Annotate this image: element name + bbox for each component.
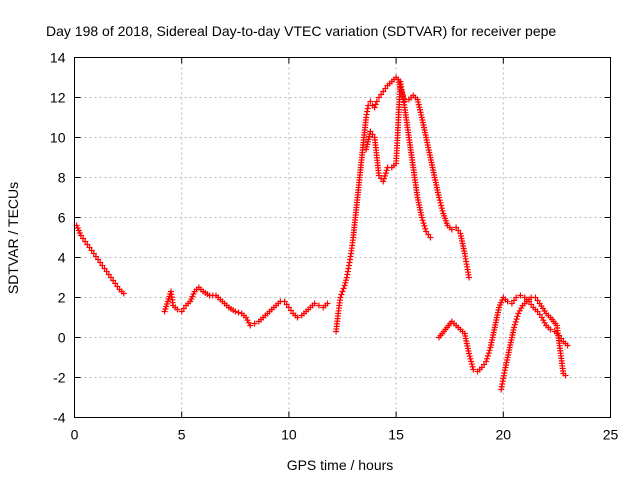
data-points (73, 74, 571, 393)
data-point (247, 322, 254, 329)
y-axis-label: SDTVAR / TECUs (5, 182, 21, 294)
data-point (339, 288, 346, 295)
data-point (437, 199, 444, 206)
y-tick-label: -2 (53, 370, 66, 386)
chart-title: Day 198 of 2018, Sidereal Day-to-day VTE… (46, 23, 556, 39)
data-point (294, 314, 301, 321)
data-point (465, 350, 472, 357)
y-tick-label: 8 (58, 170, 66, 186)
data-point (427, 234, 434, 241)
plot-frame (74, 57, 611, 418)
x-tick-label: 20 (496, 427, 512, 443)
y-tick-label: 12 (50, 90, 66, 106)
data-point (513, 294, 520, 301)
data-point (483, 358, 490, 365)
data-point (372, 101, 379, 108)
data-point (486, 347, 493, 354)
data-point (340, 285, 347, 292)
y-tick-label: -4 (53, 410, 66, 426)
data-point (120, 290, 127, 297)
data-point (381, 172, 388, 179)
x-tick-label: 0 (71, 427, 79, 443)
data-point (564, 342, 571, 349)
y-tick-label: 4 (58, 250, 66, 266)
data-point (371, 104, 378, 111)
y-tick-label: 2 (58, 290, 66, 306)
y-tick-label: 0 (58, 330, 66, 346)
data-point (422, 225, 429, 232)
y-tick-labels: -4 -2 0 2 4 6 8 10 12 14 (50, 50, 66, 426)
data-point (514, 313, 521, 320)
x-tick-label: 10 (281, 427, 297, 443)
data-point (382, 170, 389, 177)
y-tick-label: 14 (50, 50, 66, 66)
grid (74, 57, 611, 418)
data-point (511, 321, 518, 328)
data-point (485, 350, 492, 357)
data-point (439, 207, 446, 214)
data-point (470, 366, 477, 373)
x-tick-label: 25 (603, 427, 619, 443)
data-point (562, 372, 569, 379)
data-point (338, 291, 345, 298)
data-point (465, 274, 472, 281)
data-point (311, 300, 318, 307)
data-point (513, 316, 520, 323)
x-tick-label: 15 (388, 427, 404, 443)
data-point (324, 300, 331, 307)
data-point (469, 363, 476, 370)
x-tick-labels: 0 5 10 15 20 25 (71, 427, 619, 443)
x-tick-label: 5 (178, 427, 186, 443)
y-tick-label: 6 (58, 210, 66, 226)
data-point (174, 306, 181, 313)
data-point (380, 178, 387, 185)
data-point (418, 214, 425, 221)
data-point (468, 358, 475, 365)
data-point (373, 98, 380, 105)
data-point (466, 353, 473, 360)
data-point (436, 197, 443, 204)
data-point (337, 294, 344, 301)
data-point (435, 194, 442, 201)
axis-ticks (74, 57, 611, 418)
data-point (381, 175, 388, 182)
data-point (315, 302, 322, 309)
data-point (438, 202, 445, 209)
data-point (438, 205, 445, 212)
data-point (232, 308, 239, 315)
x-axis-label: GPS time / hours (287, 457, 394, 473)
data-point (235, 309, 242, 316)
data-point (342, 279, 349, 286)
data-point (468, 361, 475, 368)
data-point (251, 320, 258, 327)
data-point (343, 277, 350, 284)
data-point (383, 167, 390, 174)
data-point (517, 292, 524, 299)
data-point (421, 222, 428, 229)
data-point (484, 352, 491, 359)
data-point (341, 282, 348, 289)
data-point (504, 298, 511, 305)
y-tick-label: 10 (50, 130, 66, 146)
data-point (448, 226, 455, 233)
data-point (467, 355, 474, 362)
data-point (547, 326, 554, 333)
data-point (484, 355, 491, 362)
data-point (512, 318, 519, 325)
data-point (419, 217, 426, 224)
data-point (511, 324, 518, 331)
data-point (420, 220, 427, 227)
data-point (367, 98, 374, 105)
